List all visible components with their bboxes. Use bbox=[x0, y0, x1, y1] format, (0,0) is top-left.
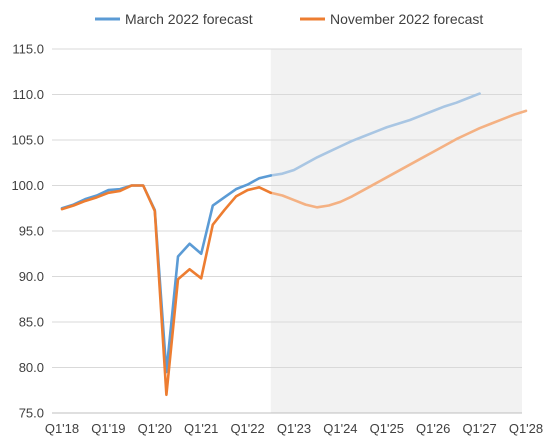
legend: March 2022 forecast November 2022 forecas… bbox=[95, 11, 483, 27]
y-tick-label: 85.0 bbox=[19, 315, 44, 330]
y-tick-label: 105.0 bbox=[11, 133, 44, 148]
y-tick-label: 110.0 bbox=[12, 87, 44, 102]
legend-label-1: March 2022 forecast bbox=[125, 11, 253, 27]
x-tick-label: Q1'22 bbox=[230, 421, 264, 436]
x-axis: Q1'18 Q1'19 Q1'20 Q1'21 Q1'22 Q1'23 Q1'24 Q1'25… bbox=[45, 421, 543, 436]
x-tick-label: Q1'25 bbox=[370, 421, 404, 436]
series-layer bbox=[60, 92, 528, 397]
x-tick-label: Q1'28 bbox=[509, 421, 543, 436]
y-tick-label: 90.0 bbox=[19, 269, 44, 284]
y-tick-label: 80.0 bbox=[19, 360, 44, 375]
series-2-forecast-line bbox=[269, 109, 528, 209]
series-2-actual-line bbox=[60, 184, 273, 397]
y-axis: 75.0 80.0 85.0 90.0 95.0 100.0 105.0 110.0 115.0 bbox=[11, 42, 44, 421]
legend-label-2: November 2022 forecast bbox=[330, 11, 483, 27]
y-tick-label: 95.0 bbox=[19, 224, 44, 239]
series-1-forecast-line bbox=[269, 92, 481, 177]
x-tick-label: Q1'19 bbox=[91, 421, 125, 436]
y-tick-label: 115.0 bbox=[12, 42, 44, 57]
x-tick-label: Q1'26 bbox=[416, 421, 450, 436]
x-tick-label: Q1'21 bbox=[184, 421, 218, 436]
x-tick-label: Q1'20 bbox=[138, 421, 172, 436]
y-tick-label: 75.0 bbox=[19, 406, 44, 421]
x-tick-label: Q1'24 bbox=[323, 421, 357, 436]
y-tick-label: 100.0 bbox=[11, 178, 44, 193]
series-1-actual-line bbox=[60, 174, 273, 374]
x-tick-label: Q1'27 bbox=[462, 421, 496, 436]
x-tick-label: Q1'23 bbox=[277, 421, 311, 436]
x-tick-label: Q1'18 bbox=[45, 421, 79, 436]
